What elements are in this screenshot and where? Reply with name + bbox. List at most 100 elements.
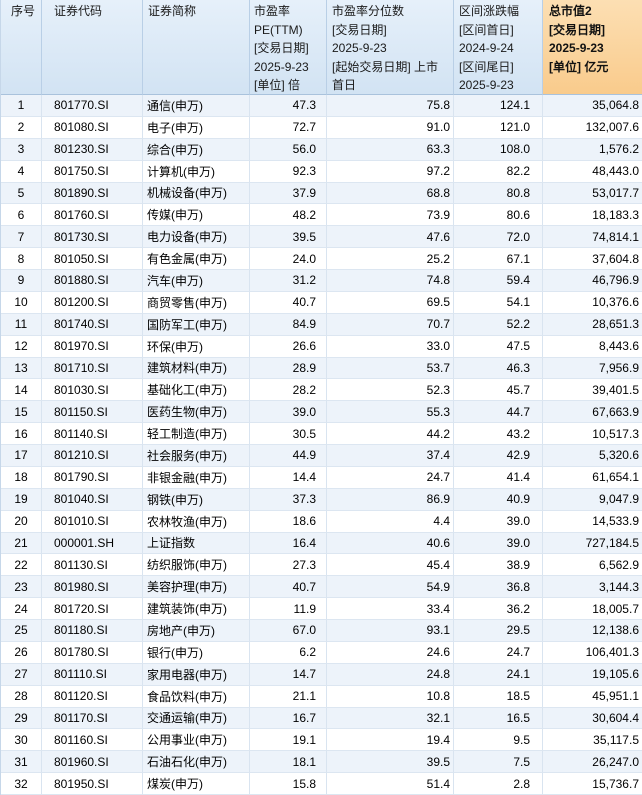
cell-seq[interactable]: 16 — [1, 423, 42, 445]
column-header-pe[interactable]: 市盈率 PE(TTM) [交易日期] 2025-9-23 [单位] 倍 — [250, 0, 327, 95]
cell-seq[interactable]: 21 — [1, 532, 42, 555]
cell-name[interactable]: 非银金融(申万) — [143, 466, 250, 489]
cell-code[interactable]: 801130.SI — [42, 554, 143, 577]
cell-range-change[interactable]: 82.2 — [454, 160, 543, 183]
cell-pe[interactable]: 11.9 — [250, 598, 327, 620]
cell-code[interactable]: 801950.SI — [42, 773, 143, 795]
column-header-name[interactable]: 证券简称 — [143, 0, 250, 95]
cell-seq[interactable]: 19 — [1, 488, 42, 511]
cell-name[interactable]: 医药生物(申万) — [143, 401, 250, 424]
cell-seq[interactable]: 32 — [1, 773, 42, 795]
cell-range-change[interactable]: 29.5 — [454, 620, 543, 642]
cell-code[interactable]: 801750.SI — [42, 160, 143, 183]
cell-seq[interactable]: 23 — [1, 576, 42, 599]
cell-name[interactable]: 计算机(申万) — [143, 160, 250, 183]
cell-range-change[interactable]: 108.0 — [454, 138, 543, 161]
cell-code[interactable]: 801730.SI — [42, 226, 143, 249]
cell-pe[interactable]: 67.0 — [250, 620, 327, 642]
cell-pe[interactable]: 30.5 — [250, 423, 327, 445]
cell-range-change[interactable]: 9.5 — [454, 729, 543, 752]
cell-code[interactable]: 801890.SI — [42, 182, 143, 205]
cell-market-cap[interactable]: 8,443.6 — [543, 335, 642, 358]
cell-pe-percentile[interactable]: 70.7 — [327, 313, 454, 336]
cell-seq[interactable]: 24 — [1, 598, 42, 620]
cell-market-cap[interactable]: 106,401.3 — [543, 641, 642, 664]
cell-seq[interactable]: 17 — [1, 445, 42, 467]
cell-seq[interactable]: 29 — [1, 707, 42, 730]
cell-name[interactable]: 交通运输(申万) — [143, 707, 250, 730]
column-header-pe-percentile[interactable]: 市盈率分位数 [交易日期] 2025-9-23 [起始交易日期] 上市 首日 — [327, 0, 454, 95]
cell-name[interactable]: 家用电器(申万) — [143, 663, 250, 686]
cell-code[interactable]: 801030.SI — [42, 379, 143, 402]
cell-range-change[interactable]: 124.1 — [454, 95, 543, 117]
cell-seq[interactable]: 28 — [1, 685, 42, 708]
cell-market-cap[interactable]: 727,184.5 — [543, 532, 642, 555]
cell-pe[interactable]: 19.1 — [250, 729, 327, 752]
cell-market-cap[interactable]: 45,951.1 — [543, 685, 642, 708]
cell-code[interactable]: 801160.SI — [42, 729, 143, 752]
cell-range-change[interactable]: 46.3 — [454, 357, 543, 380]
cell-range-change[interactable]: 16.5 — [454, 707, 543, 730]
cell-code[interactable]: 801980.SI — [42, 576, 143, 599]
cell-range-change[interactable]: 43.2 — [454, 423, 543, 445]
cell-name[interactable]: 国防军工(申万) — [143, 313, 250, 336]
cell-seq[interactable]: 26 — [1, 641, 42, 664]
cell-name[interactable]: 机械设备(申万) — [143, 182, 250, 205]
cell-market-cap[interactable]: 7,956.9 — [543, 357, 642, 380]
cell-code[interactable]: 801960.SI — [42, 751, 143, 774]
cell-market-cap[interactable]: 67,663.9 — [543, 401, 642, 424]
cell-seq[interactable]: 3 — [1, 138, 42, 161]
cell-seq[interactable]: 18 — [1, 466, 42, 489]
cell-pe-percentile[interactable]: 25.2 — [327, 248, 454, 270]
cell-code[interactable]: 801080.SI — [42, 116, 143, 139]
cell-pe[interactable]: 40.7 — [250, 291, 327, 314]
cell-pe-percentile[interactable]: 32.1 — [327, 707, 454, 730]
cell-name[interactable]: 传媒(申万) — [143, 204, 250, 227]
cell-name[interactable]: 综合(申万) — [143, 138, 250, 161]
cell-market-cap[interactable]: 37,604.8 — [543, 248, 642, 270]
column-header-range-change[interactable]: 区间涨跌幅 [区间首日] 2024-9-24 [区间尾日] 2025-9-23 — [454, 0, 543, 95]
cell-pe-percentile[interactable]: 68.8 — [327, 182, 454, 205]
cell-market-cap[interactable]: 26,247.0 — [543, 751, 642, 774]
cell-name[interactable]: 建筑装饰(申万) — [143, 598, 250, 620]
cell-pe[interactable]: 14.7 — [250, 663, 327, 686]
cell-pe[interactable]: 28.9 — [250, 357, 327, 380]
cell-seq[interactable]: 6 — [1, 204, 42, 227]
cell-pe-percentile[interactable]: 19.4 — [327, 729, 454, 752]
cell-range-change[interactable]: 39.0 — [454, 510, 543, 533]
cell-name[interactable]: 通信(申万) — [143, 95, 250, 117]
cell-pe[interactable]: 48.2 — [250, 204, 327, 227]
cell-market-cap[interactable]: 74,814.1 — [543, 226, 642, 249]
cell-pe-percentile[interactable]: 44.2 — [327, 423, 454, 445]
cell-range-change[interactable]: 18.5 — [454, 685, 543, 708]
cell-market-cap[interactable]: 30,604.4 — [543, 707, 642, 730]
cell-range-change[interactable]: 7.5 — [454, 751, 543, 774]
cell-seq[interactable]: 13 — [1, 357, 42, 380]
cell-pe-percentile[interactable]: 86.9 — [327, 488, 454, 511]
cell-code[interactable]: 801120.SI — [42, 685, 143, 708]
cell-pe-percentile[interactable]: 55.3 — [327, 401, 454, 424]
cell-pe-percentile[interactable]: 91.0 — [327, 116, 454, 139]
cell-range-change[interactable]: 121.0 — [454, 116, 543, 139]
cell-seq[interactable]: 25 — [1, 620, 42, 642]
cell-pe-percentile[interactable]: 93.1 — [327, 620, 454, 642]
cell-pe-percentile[interactable]: 24.6 — [327, 641, 454, 664]
cell-code[interactable]: 801710.SI — [42, 357, 143, 380]
cell-pe[interactable]: 18.6 — [250, 510, 327, 533]
cell-pe[interactable]: 44.9 — [250, 445, 327, 467]
cell-name[interactable]: 社会服务(申万) — [143, 445, 250, 467]
cell-seq[interactable]: 1 — [1, 95, 42, 117]
cell-range-change[interactable]: 44.7 — [454, 401, 543, 424]
cell-market-cap[interactable]: 19,105.6 — [543, 663, 642, 686]
cell-range-change[interactable]: 67.1 — [454, 248, 543, 270]
cell-pe-percentile[interactable]: 10.8 — [327, 685, 454, 708]
cell-pe[interactable]: 27.3 — [250, 554, 327, 577]
cell-code[interactable]: 801200.SI — [42, 291, 143, 314]
cell-market-cap[interactable]: 6,562.9 — [543, 554, 642, 577]
cell-seq[interactable]: 15 — [1, 401, 42, 424]
cell-name[interactable]: 商贸零售(申万) — [143, 291, 250, 314]
cell-code[interactable]: 801740.SI — [42, 313, 143, 336]
column-header-code[interactable]: 证券代码 — [42, 0, 143, 95]
cell-name[interactable]: 环保(申万) — [143, 335, 250, 358]
cell-seq[interactable]: 11 — [1, 313, 42, 336]
